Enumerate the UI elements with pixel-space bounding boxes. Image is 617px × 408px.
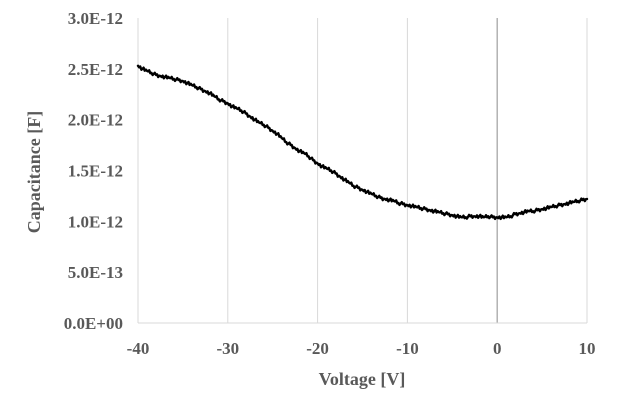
x-axis-tick-labels: -40 -30 -20 -10 0 10 xyxy=(127,339,596,358)
x-tick-label: 0 xyxy=(493,339,502,358)
y-tick-label: 5.0E-13 xyxy=(68,263,123,282)
y-tick-label: 1.5E-12 xyxy=(68,162,123,181)
y-tick-label: 1.0E-12 xyxy=(68,212,123,231)
y-tick-label: 0.0E+00 xyxy=(64,314,123,333)
vertical-gridlines xyxy=(137,18,588,324)
y-axis-tick-labels: 0.0E+00 5.0E-13 1.0E-12 1.5E-12 2.0E-12 2.5E-… xyxy=(64,9,123,333)
x-tick-label: 10 xyxy=(579,339,596,358)
data-series-line-0 xyxy=(136,64,589,221)
x-tick-label: -20 xyxy=(306,339,329,358)
y-axis-title: Capacitance [F] xyxy=(24,111,44,233)
plot-area xyxy=(136,64,589,221)
x-tick-label: -10 xyxy=(396,339,419,358)
y-tick-label: 3.0E-12 xyxy=(68,9,123,28)
x-tick-label: -30 xyxy=(216,339,239,358)
x-tick-label: -40 xyxy=(127,339,150,358)
y-tick-label: 2.5E-12 xyxy=(68,60,123,79)
y-tick-label: 2.0E-12 xyxy=(68,111,123,130)
x-axis-title: Voltage [V] xyxy=(319,369,406,389)
